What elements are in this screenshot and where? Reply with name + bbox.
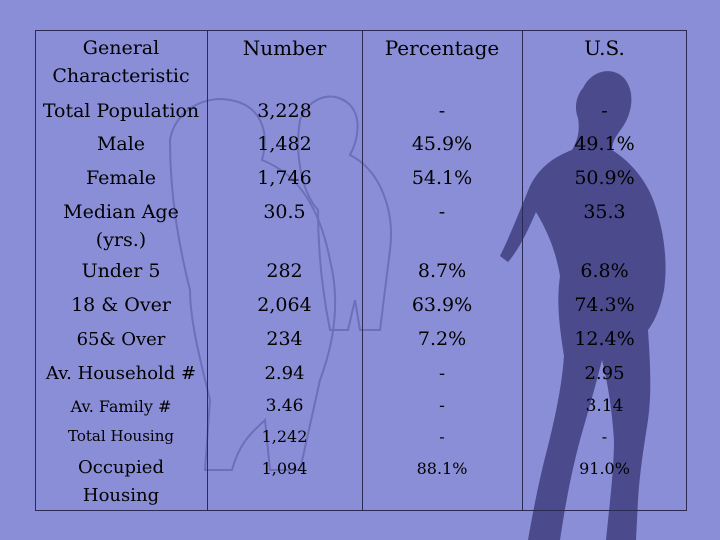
right-woman-silhouette [500, 71, 666, 540]
row-number: 2,064 [257, 294, 312, 316]
row-percentage: 8.7% [417, 260, 467, 282]
header-line-1: General [82, 37, 160, 59]
row-us: 49.1% [574, 133, 635, 155]
row-number: 1,746 [257, 167, 312, 189]
row-us: 35.3 [583, 201, 626, 223]
row-percentage: - [439, 396, 445, 416]
row-number: 3.46 [265, 396, 304, 416]
row-us: - [601, 427, 608, 446]
header-percentage: Percentage [384, 36, 500, 60]
header-general-characteristic: General Characteristic [35, 34, 207, 90]
row-label: Av. Household # [45, 363, 197, 384]
row-label-line-2: (yrs.) [95, 229, 147, 251]
column-divider-1 [207, 30, 208, 511]
row-percentage: - [439, 427, 445, 446]
row-label: 18 & Over [71, 294, 171, 316]
row-percentage: - [438, 100, 446, 122]
row-number: 3,228 [257, 100, 312, 122]
row-label: Male [96, 133, 146, 155]
row-label-line-1: Median Age [63, 201, 179, 223]
left-figure-outline [168, 98, 337, 471]
row-number: 1,482 [257, 133, 312, 155]
row-number: 1,242 [261, 427, 308, 446]
row-percentage: 7.2% [417, 328, 467, 350]
header-line-2: Characteristic [52, 65, 190, 87]
column-divider-2 [362, 30, 363, 511]
row-percentage: 45.9% [411, 133, 473, 155]
row-number: 234 [266, 328, 303, 350]
row-label: 65& Over [76, 329, 166, 350]
row-us: 50.9% [574, 167, 635, 189]
row-us: 12.4% [574, 328, 635, 350]
row-label-line-2: Housing [82, 485, 160, 506]
row-number: 30.5 [263, 201, 306, 223]
column-divider-3 [522, 30, 523, 511]
row-us: 6.8% [580, 260, 629, 282]
row-us: 3.14 [585, 396, 624, 416]
middle-figure-outline [297, 95, 392, 331]
row-number: 2.94 [264, 363, 305, 384]
row-percentage: 54.1% [411, 167, 473, 189]
row-percentage: - [438, 363, 446, 384]
header-number: Number [242, 36, 327, 60]
row-label-line-1: Occupied [78, 457, 164, 478]
row-label: Female [85, 167, 157, 189]
row-label: Total Population [42, 100, 200, 122]
row-us: 91.0% [579, 459, 630, 478]
header-us: U.S. [584, 36, 625, 60]
row-label: Occupied Housing [35, 454, 207, 510]
row-label: Total Housing [68, 427, 174, 445]
row-us: 74.3% [574, 294, 635, 316]
row-label: Av. Family # [70, 397, 172, 416]
row-label: Median Age (yrs.) [35, 198, 207, 254]
row-label: Under 5 [81, 260, 161, 282]
row-us: - [601, 100, 608, 122]
row-percentage: 88.1% [416, 459, 468, 478]
row-number: 1,094 [261, 459, 308, 478]
row-percentage: - [438, 201, 446, 223]
row-percentage: 63.9% [411, 294, 473, 316]
table-frame [35, 30, 687, 511]
row-us: 2.95 [584, 363, 625, 384]
row-number: 282 [266, 260, 303, 282]
